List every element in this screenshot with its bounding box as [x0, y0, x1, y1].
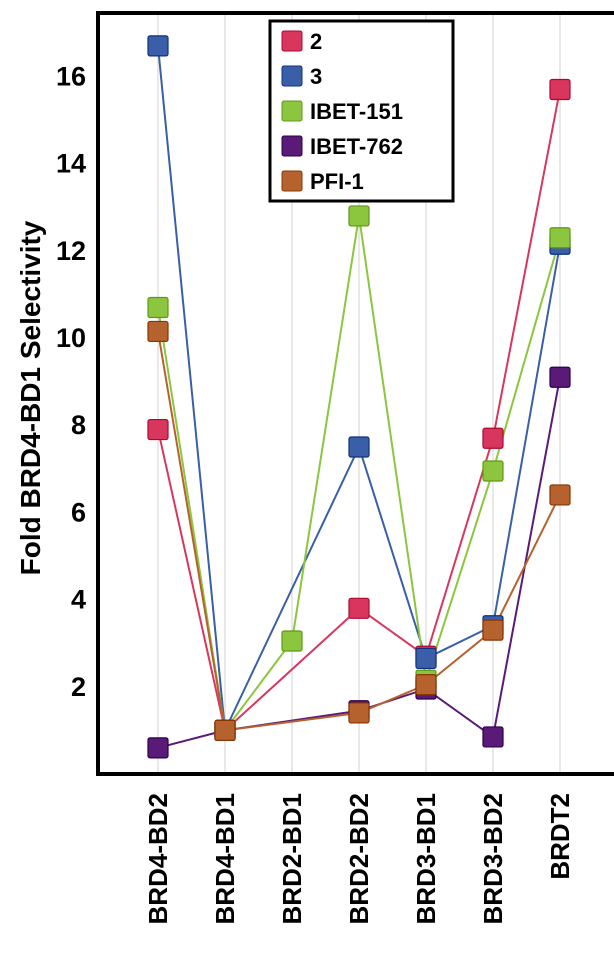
legend-label: 3: [310, 64, 322, 89]
legend-swatch-ibet-762: [281, 135, 303, 157]
data-point-ibet-762: [147, 737, 169, 759]
data-point-ibet-151: [549, 227, 571, 249]
legend-swatch-3: [281, 65, 303, 87]
x-tick-label: BRD4-BD1: [210, 793, 240, 924]
x-tick-label: BRD3-BD2: [478, 793, 508, 924]
y-tick-labels: 2 4 6 8 10 12 14 16: [56, 61, 86, 701]
data-point-pfi-1: [549, 484, 571, 506]
data-point-ibet-151: [348, 205, 370, 227]
data-point-ibet-151: [482, 460, 504, 482]
series-line-ibet-762: [157, 377, 561, 749]
legend-label: PFI-1: [310, 169, 364, 194]
y-tick-label: 16: [56, 61, 86, 91]
legend-label: IBET-762: [310, 134, 403, 159]
series-layer: [147, 35, 571, 759]
series-line-2: [157, 89, 561, 733]
data-point-pfi-1: [348, 702, 370, 724]
data-point-ibet-151: [147, 296, 169, 319]
data-point-2: [482, 427, 504, 449]
legend-label: 2: [310, 29, 322, 54]
y-tick-label: 6: [71, 497, 86, 527]
x-tick-label: BRD4-BD2: [143, 793, 173, 924]
data-point-3: [415, 647, 437, 670]
y-tick-label: 8: [71, 410, 86, 440]
data-point-2: [147, 418, 169, 441]
x-tick-label: BRD2-BD1: [277, 793, 307, 924]
legend-label: IBET-151: [310, 99, 403, 124]
y-tick-label: 2: [71, 672, 86, 702]
data-point-pfi-1: [214, 719, 236, 742]
legend-swatch-ibet-151: [281, 100, 303, 122]
y-tick-label: 10: [56, 323, 86, 353]
legend-swatch-2: [281, 30, 303, 52]
data-point-ibet-762: [482, 726, 504, 748]
data-point-pfi-1: [415, 674, 437, 696]
series-line-3: [157, 45, 561, 735]
y-tick-label: 12: [56, 236, 86, 266]
y-axis-title: Fold BRD4-BD1 Selectivity: [15, 220, 46, 575]
x-tick-labels: BRD4-BD2 BRD4-BD1 BRD2-BD1 BRD2-BD2 BRD3-BD1…: [143, 793, 575, 924]
x-tick-label: BRD2-BD2: [344, 793, 374, 924]
data-point-3: [348, 436, 370, 458]
x-tick-label: BRD3-BD1: [411, 793, 441, 924]
data-point-2: [549, 78, 571, 101]
plot-frame: [96, 11, 614, 776]
data-point-3: [147, 35, 169, 57]
data-point-ibet-762: [549, 366, 571, 388]
x-tick-label: BRDT2: [545, 793, 575, 880]
y-tick-label: 14: [56, 149, 86, 179]
data-point-2: [348, 597, 370, 619]
series-line-pfi-1: [157, 331, 561, 732]
legend-swatch-pfi-1: [281, 170, 303, 192]
data-point-pfi-1: [147, 320, 169, 343]
data-point-ibet-151: [281, 630, 303, 652]
legend: 2 3 IBET-151 IBET-762 PFI-1: [268, 19, 455, 203]
y-tick-label: 4: [71, 585, 86, 615]
data-point-pfi-1: [482, 619, 504, 641]
